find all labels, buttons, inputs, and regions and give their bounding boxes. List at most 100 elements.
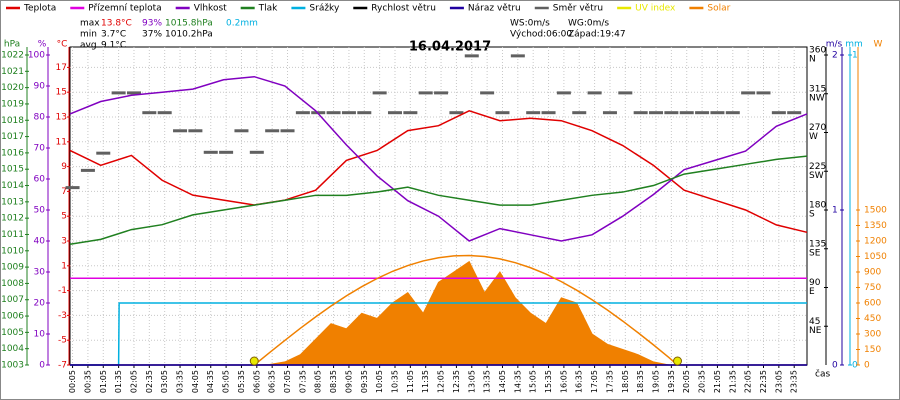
x-tick-label: 18:35 — [636, 370, 645, 393]
y-tick-label: 225 — [809, 162, 826, 172]
solar-area — [254, 260, 669, 366]
direction-dash — [633, 111, 648, 115]
direction-dash — [126, 91, 141, 95]
x-tick-label: 07:05 — [283, 370, 292, 393]
y-tick-label: 315 — [809, 84, 826, 94]
y-tick-label: 1016 — [1, 148, 24, 158]
y-tick-label: 450 — [864, 314, 881, 324]
x-tick-label: 12:05 — [437, 370, 446, 393]
y-tick-label: 180 — [809, 201, 826, 211]
x-tick-label: 07:35 — [298, 370, 307, 393]
x-tick-label: 21:35 — [728, 370, 737, 393]
x-tick-label: 17:05 — [590, 370, 599, 393]
y-tick-label: 10 — [34, 330, 46, 340]
y-tick-label: 15 — [56, 88, 67, 98]
y-tick-label: 0 — [832, 361, 838, 371]
y-tick-label: -7 — [58, 361, 67, 371]
y-tick-label: 1200 — [864, 237, 887, 247]
stats: max 13.8°C 93% 1015.8hPa 0.2mm min 3.7°C… — [80, 19, 626, 51]
x-tick-label: 10:05 — [375, 370, 384, 393]
direction-dash — [357, 111, 372, 115]
x-tick-label: 08:35 — [329, 370, 338, 393]
direction-dash — [741, 91, 756, 95]
direction-dash — [280, 129, 295, 133]
x-tick-label: 02:05 — [129, 370, 138, 393]
x-tick-label: 19:05 — [652, 370, 661, 393]
y-tick-name: E — [809, 287, 815, 297]
y-tick-label: 1014 — [1, 181, 24, 191]
x-tick-label: 16:35 — [575, 370, 584, 393]
y-tick-label: 360 — [809, 46, 826, 56]
y-tick-label: 0 — [39, 361, 45, 371]
direction-dash — [587, 91, 602, 95]
legend-label: Teplota — [23, 4, 56, 14]
x-axis-label: čas — [815, 369, 830, 380]
x-tick-label: 00:35 — [83, 370, 92, 393]
direction-dash — [480, 91, 495, 95]
stat: 1010.2hPa — [165, 30, 213, 40]
y-tick-label: 1007 — [1, 295, 24, 305]
x-tick-label: 15:35 — [544, 370, 553, 393]
axis-title: hPa — [4, 40, 20, 50]
x-tick-label: 14:05 — [498, 370, 507, 393]
x-tick-label: 12:35 — [452, 370, 461, 393]
y-tick-label: 80 — [34, 113, 46, 123]
x-tick-label: 13:35 — [483, 370, 492, 393]
y-tick-label: 1500 — [864, 206, 887, 216]
x-tick-label: 05:05 — [222, 370, 231, 393]
y-tick-name: SE — [809, 248, 821, 258]
x-tick-label: 09:05 — [344, 370, 353, 393]
y-tick-label: 1017 — [1, 132, 24, 142]
y-tick-label: 17 — [56, 63, 67, 73]
y-tick-label: 0 — [864, 361, 870, 371]
x-tick-label: 03:35 — [176, 370, 185, 393]
x-tick-label: 11:05 — [406, 370, 415, 393]
direction-dash — [526, 111, 541, 115]
y-tick-label: 600 — [864, 299, 881, 309]
y-tick-label: 90 — [34, 82, 46, 92]
y-tick-label: 1010 — [1, 246, 24, 256]
x-tick-label: 03:05 — [160, 370, 169, 393]
stat: 9.1°C — [101, 41, 126, 51]
y-tick-label: 900 — [864, 268, 881, 278]
axis-title: % — [38, 40, 47, 50]
x-tick-label: 01:05 — [99, 370, 108, 393]
y-tick-label: 30 — [34, 268, 46, 278]
y-tick-label: 300 — [864, 330, 881, 340]
direction-dash — [173, 129, 188, 133]
legend-label: UV index — [635, 4, 676, 14]
y-tick-label: 135 — [809, 239, 826, 249]
direction-dash — [372, 91, 387, 95]
y-tick-label: 1003 — [1, 361, 24, 371]
legend-label: Tlak — [258, 4, 279, 14]
axis-title: W — [874, 40, 883, 50]
legend-label: Směr větru — [553, 4, 603, 14]
stat: min — [80, 30, 97, 40]
x-tick-label: 22:05 — [744, 370, 753, 393]
direction-dash — [664, 111, 679, 115]
y-tick-label: 100 — [28, 51, 45, 61]
axis-title: °C — [57, 40, 68, 50]
y-tick-label: -3 — [58, 311, 67, 321]
stat: 0.2mm — [226, 19, 258, 29]
y-tick-label: 270 — [809, 123, 826, 133]
direction-dash — [756, 91, 771, 95]
x-tick-label: 01:35 — [114, 370, 123, 393]
direction-dash — [449, 111, 464, 115]
x-tick-label: 04:35 — [206, 370, 215, 393]
series-line — [69, 75, 808, 242]
y-tick-name: W — [809, 132, 818, 142]
y-tick-label: 1 — [61, 261, 67, 271]
direction-dash — [618, 91, 633, 95]
y-tick-label: 2 — [832, 51, 838, 61]
y-tick-label: 45 — [809, 317, 820, 327]
y-tick-label: 1005 — [1, 328, 24, 338]
y-tick-label: 1018 — [1, 116, 24, 126]
y-tick-label: 1 — [852, 51, 858, 61]
y-tick-label: 5 — [61, 212, 67, 222]
axis-title: m/s — [826, 40, 843, 50]
direction-dash — [602, 111, 617, 115]
x-tick-label: 02:35 — [145, 370, 154, 393]
y-tick-label: 60 — [34, 175, 46, 185]
